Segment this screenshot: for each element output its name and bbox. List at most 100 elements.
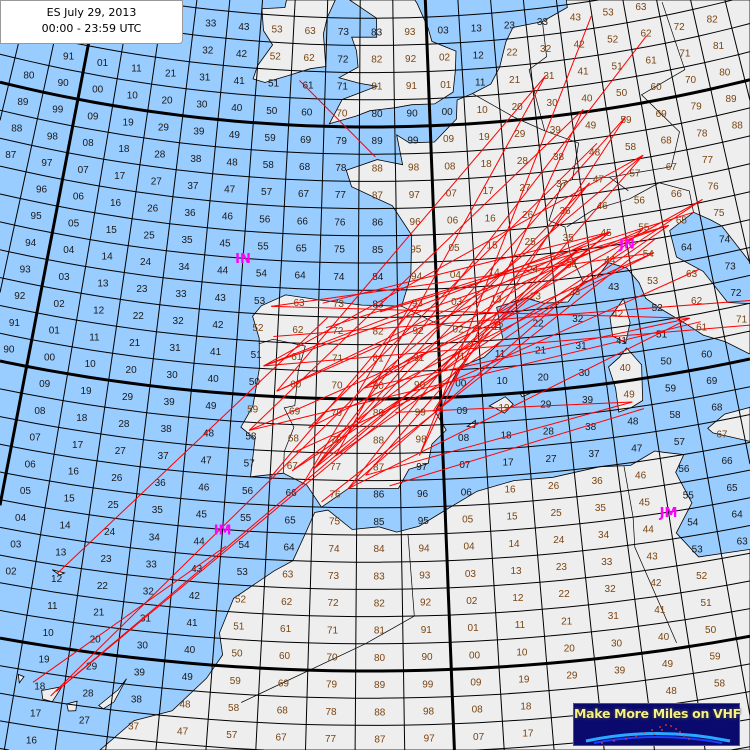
grid-square-label: 29 [158,122,170,133]
grid-square-label: 59 [265,133,277,144]
grid-square-label: 75 [334,245,346,256]
grid-square-label: 85 [372,245,384,256]
grid-square-label: 98 [408,163,420,174]
grid-meridian [555,0,655,750]
grid-square-label: 08 [83,138,95,149]
grid-square-label: 29 [566,670,578,681]
grid-square-label: 91 [421,625,433,636]
grid-square-label: 52 [696,571,708,582]
grid-square-label: 46 [198,483,210,494]
grid-square-label: 00 [44,352,56,363]
grid-square-label: 36 [155,478,167,489]
grid-square-label: 32 [202,46,214,57]
grid-square-label: 35 [563,233,575,244]
grid-square-label: 57 [244,459,256,470]
grid-square-label: 12 [93,305,105,316]
grid-square-label: 50 [705,625,717,636]
grid-square-label: 63 [305,26,317,37]
grid-square-label: 66 [671,189,683,200]
grid-square-label: 58 [625,142,637,153]
grid-square-label: 51 [701,598,713,609]
grid-square-label: 08 [472,705,484,716]
grid-parallel [0,191,750,237]
grid-meridian [457,0,505,750]
grid-square-label: 17 [72,440,84,451]
grid-meridian [255,0,296,750]
grid-square-label: 18 [34,682,46,693]
grid-square-label: 33 [601,557,613,568]
grid-square-label: 92 [413,326,425,337]
country-border [609,2,686,178]
grid-square-label: 04 [15,513,27,524]
grid-square-label: 22 [559,589,571,600]
grid-square-label: 89 [17,97,29,108]
grid-square-label: 34 [178,262,190,273]
propagation-path [389,408,645,487]
grid-square-label: 50 [231,649,243,660]
grid-parallel [0,163,750,210]
grid-square-label: 30 [547,98,559,109]
grid-square-label: 17 [114,171,126,182]
grid-square-label: 78 [335,163,347,174]
grid-square-label: 20 [512,102,524,113]
propagation-path [395,401,633,413]
field-marker-im: IM [214,523,232,538]
grid-square-label: 30 [611,638,623,649]
grid-parallel [731,746,750,750]
grid-square-label: 21 [129,338,141,349]
grid-square-label: 59 [665,383,677,394]
grid-square-label: 06 [73,192,85,203]
make-more-miles-logo[interactable]: Make More Miles on VHF [573,703,741,746]
grid-square-label: 37 [158,451,170,462]
grid-square-label: 43 [570,13,582,24]
grid-square-label: 73 [338,27,350,38]
grid-parallel [0,441,750,482]
grid-square-label: 23 [504,21,516,32]
grid-square-label: 20 [90,635,102,646]
grid-square-label: 66 [297,216,309,227]
grid-square-label: 97 [409,190,421,201]
grid-square-label: 45 [219,239,231,250]
grid-square-label: 67 [298,189,310,200]
grid-square-label: 22 [97,581,109,592]
grid-square-label: 77 [335,190,347,201]
propagation-path [321,238,656,503]
country-border [566,182,694,228]
grid-square-label: 35 [152,505,164,516]
grid-square-label: 16 [26,735,38,746]
grid-square-label: 05 [462,514,474,525]
grid-square-label: 19 [123,117,135,128]
grid-square-label: 29 [540,400,552,411]
grid-square-label: 15 [64,494,76,505]
grid-square-label: 68 [661,136,673,147]
grid-square-label: 88 [373,435,385,446]
grid-square-label: 24 [104,527,116,538]
grid-parallel [0,135,750,182]
propagation-path [363,317,690,389]
grid-square-label: 35 [181,235,193,246]
grid-square-label: 43 [191,564,203,575]
grid-square-label: 27 [519,183,531,194]
grid-square-label: 47 [224,184,236,195]
grid-square-label: 33 [175,289,187,300]
grid-square-label: 99 [415,407,427,418]
grid-square-label: 19 [38,655,50,666]
grid-square-label: 24 [553,535,565,546]
propagation-path [263,324,750,367]
grid-square-label: 03 [58,272,70,283]
grid-square-label: 02 [453,324,465,335]
grid-square-label: 29 [122,392,134,403]
grid-square-label: 79 [336,136,348,147]
grid-square-label: 67 [276,733,288,744]
grid-square-label: 38 [585,422,597,433]
grid-square-label: 22 [506,48,518,59]
grid-square-label: 17 [30,709,42,720]
grid-square-label: 52 [270,52,282,63]
grid-square-label: 19 [518,675,530,686]
grid-square-label: 03 [10,540,22,551]
grid-square-label: 14 [102,252,114,263]
grid-square-label: 28 [154,149,166,160]
propagation-path [55,231,611,692]
grid-parallel [0,663,750,699]
